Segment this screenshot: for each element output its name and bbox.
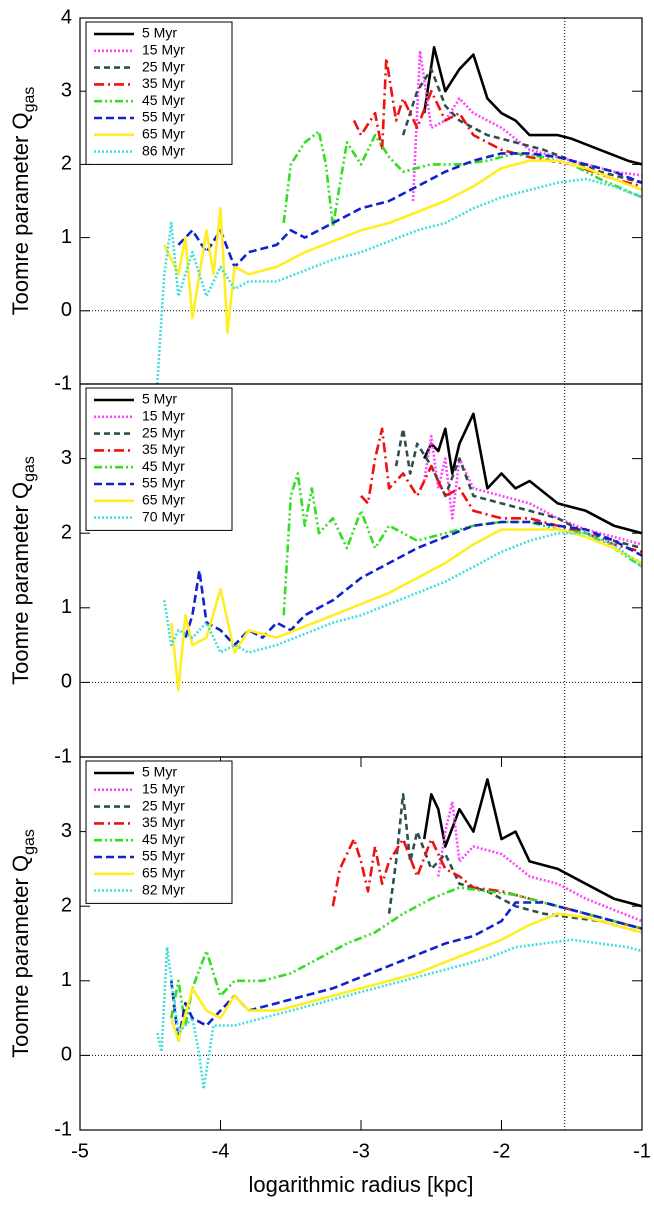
y-tick-label: 1 — [61, 596, 72, 618]
y-axis-label-sub: gas — [21, 87, 38, 113]
legend-label: 86 Myr — [142, 142, 185, 158]
y-tick-label: 2 — [61, 521, 72, 543]
series-line — [352, 57, 642, 188]
legend-label: 15 Myr — [142, 781, 185, 797]
y-tick-label: -1 — [54, 745, 72, 767]
y-tick-label: 0 — [61, 1044, 72, 1066]
series-line — [423, 412, 642, 535]
legend-box — [85, 21, 233, 165]
x-tick-label: -2 — [493, 1140, 511, 1162]
series-line — [170, 528, 642, 692]
y-tick-label: 1 — [61, 226, 72, 248]
y-tick-label: 3 — [61, 447, 72, 469]
series-line — [177, 152, 642, 269]
legend-label: 5 Myr — [142, 25, 177, 41]
x-tick-label: -4 — [212, 1140, 230, 1162]
series-line — [422, 434, 642, 546]
y-axis-label: Toomre parameter Qgas — [8, 829, 38, 1058]
legend-label: 70 Myr — [142, 508, 185, 524]
series-line — [170, 912, 642, 1042]
legend-label: 45 Myr — [142, 458, 185, 474]
y-tick-label: -1 — [54, 1118, 72, 1140]
x-tick-label: -5 — [71, 1140, 89, 1162]
legend-label: 25 Myr — [142, 424, 185, 440]
legend-label: 5 Myr — [142, 764, 177, 780]
series-line — [163, 531, 642, 654]
series-line — [411, 49, 642, 202]
legend-label: 35 Myr — [142, 814, 185, 830]
series-line — [170, 886, 642, 1027]
legend-label: 55 Myr — [142, 109, 185, 125]
y-tick-label: 2 — [61, 894, 72, 916]
legend-box — [85, 387, 233, 531]
legend-label: 82 Myr — [142, 881, 185, 897]
legend-label: 15 Myr — [142, 408, 185, 424]
y-tick-label: 1 — [61, 969, 72, 991]
legend-label: 15 Myr — [142, 42, 185, 58]
y-tick-label: 0 — [61, 299, 72, 321]
series-line — [394, 427, 642, 550]
y-axis-label-sub: gas — [21, 829, 38, 855]
y-tick-label: -1 — [54, 372, 72, 394]
legend-label: 35 Myr — [142, 75, 185, 91]
series-line — [184, 520, 642, 647]
x-axis-label: logarithmic radius [kpc] — [249, 1172, 474, 1197]
y-axis-label: Toomre parameter Qgas — [8, 87, 38, 316]
legend-label: 5 Myr — [142, 391, 177, 407]
series-line — [437, 800, 642, 923]
legend-label: 55 Myr — [142, 475, 185, 491]
legend-label: 65 Myr — [142, 492, 185, 508]
y-tick-label: 3 — [61, 79, 72, 101]
legend-label: 25 Myr — [142, 58, 185, 74]
y-axis-label-sub: gas — [21, 456, 38, 482]
legend-label: 45 Myr — [142, 831, 185, 847]
legend-label: 45 Myr — [142, 92, 185, 108]
series-line — [163, 159, 642, 335]
y-tick-label: 2 — [61, 153, 72, 175]
series-line — [156, 938, 642, 1091]
y-tick-label: 0 — [61, 671, 72, 693]
series-line — [156, 177, 642, 384]
series-line — [170, 901, 642, 1042]
series-line — [387, 793, 642, 934]
series-line — [422, 46, 642, 166]
legend-box — [85, 760, 233, 904]
x-tick-label: -3 — [352, 1140, 370, 1162]
legend-label: 65 Myr — [142, 865, 185, 881]
y-tick-label: 4 — [61, 6, 72, 28]
y-axis-label: Toomre parameter Qgas — [8, 456, 38, 685]
y-axis-label-main: Toomre parameter Q — [8, 482, 33, 685]
legend-label: 55 Myr — [142, 848, 185, 864]
legend-label: 25 Myr — [142, 797, 185, 813]
series-line — [422, 778, 642, 908]
x-tick-label: -1 — [633, 1140, 651, 1162]
y-axis-label-main: Toomre parameter Q — [8, 855, 33, 1058]
y-axis-label-main: Toomre parameter Q — [8, 112, 33, 315]
plot-frame — [79, 756, 643, 1131]
legend-label: 35 Myr — [142, 441, 185, 457]
y-tick-label: 3 — [61, 820, 72, 842]
legend-label: 65 Myr — [142, 126, 185, 142]
series-line — [282, 130, 642, 228]
